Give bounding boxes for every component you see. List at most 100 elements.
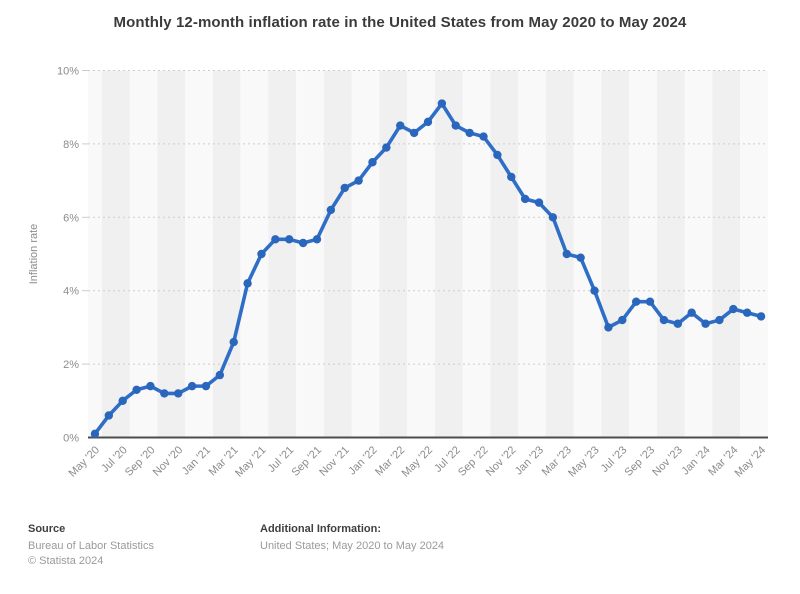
source-name: Bureau of Labor Statistics bbox=[28, 540, 154, 552]
data-point bbox=[673, 319, 682, 328]
chart-title: Monthly 12-month inflation rate in the U… bbox=[113, 14, 687, 31]
data-point bbox=[659, 315, 669, 325]
data-point bbox=[507, 172, 516, 182]
background-band bbox=[323, 70, 352, 438]
data-point bbox=[604, 323, 613, 332]
data-point bbox=[701, 319, 710, 328]
data-point bbox=[715, 315, 724, 325]
data-point bbox=[742, 308, 752, 317]
data-point bbox=[437, 99, 447, 108]
data-point bbox=[423, 117, 433, 127]
x-tick-label: May '22 bbox=[400, 444, 435, 479]
source-block: Source Bureau of Labor Statistics © Stat… bbox=[28, 522, 154, 569]
data-point bbox=[756, 312, 766, 321]
data-point bbox=[645, 297, 655, 306]
x-tick-label: Sep '22 bbox=[456, 444, 491, 479]
data-point bbox=[118, 396, 127, 405]
data-point bbox=[229, 337, 238, 347]
x-tick-label: Sep '21 bbox=[289, 444, 324, 479]
background-band bbox=[573, 70, 602, 438]
data-point bbox=[562, 249, 571, 259]
y-axis-title: Inflation rate bbox=[28, 224, 40, 285]
background-band bbox=[684, 70, 713, 438]
y-tick-label: 2% bbox=[63, 359, 79, 371]
background-band bbox=[351, 70, 380, 438]
data-point bbox=[548, 213, 558, 222]
y-tick-label: 6% bbox=[63, 212, 79, 224]
background-band bbox=[629, 70, 657, 438]
background-band bbox=[185, 70, 213, 438]
data-point bbox=[271, 235, 280, 244]
x-tick-label: Nov '23 bbox=[650, 444, 685, 479]
data-point bbox=[687, 308, 696, 317]
background-band bbox=[268, 70, 297, 438]
data-point bbox=[298, 238, 308, 248]
source-label: Source bbox=[28, 523, 66, 535]
data-point bbox=[340, 183, 349, 193]
x-tick-label: Nov '21 bbox=[317, 444, 352, 479]
additional-info-block: Additional Information: United States; M… bbox=[260, 522, 444, 554]
background-band bbox=[434, 70, 463, 438]
data-point bbox=[465, 128, 474, 138]
data-point bbox=[451, 121, 460, 130]
data-point bbox=[201, 381, 211, 391]
background-band bbox=[490, 70, 519, 438]
copyright-text: © Statista 2024 bbox=[28, 555, 104, 567]
additional-info-text: United States; May 2020 to May 2024 bbox=[260, 540, 445, 552]
background-band bbox=[656, 70, 685, 438]
data-point bbox=[104, 411, 114, 420]
x-tick-label: Sep '20 bbox=[123, 444, 158, 479]
additional-info-label: Additional Information: bbox=[260, 523, 381, 535]
data-point bbox=[382, 143, 391, 152]
x-tick-label: Sep '23 bbox=[623, 444, 658, 479]
data-point bbox=[285, 235, 294, 244]
data-point bbox=[354, 176, 363, 185]
data-point bbox=[215, 370, 225, 380]
x-tick-label: May '24 bbox=[733, 444, 768, 479]
x-tick-label: May '20 bbox=[67, 444, 102, 479]
x-tick-label: Nov '22 bbox=[484, 444, 519, 479]
data-point bbox=[326, 205, 336, 215]
background-band bbox=[712, 70, 741, 438]
data-point bbox=[631, 297, 641, 306]
x-tick-label: Nov '20 bbox=[151, 444, 186, 479]
background-band bbox=[88, 70, 102, 438]
data-point bbox=[534, 198, 544, 207]
y-tick-label: 0% bbox=[63, 433, 79, 445]
y-tick-label: 8% bbox=[63, 139, 79, 151]
background-band bbox=[740, 70, 768, 438]
background-band bbox=[157, 70, 186, 438]
data-point bbox=[146, 381, 155, 391]
data-point bbox=[90, 429, 100, 439]
background-band bbox=[129, 70, 158, 438]
data-point bbox=[312, 235, 322, 244]
data-point bbox=[257, 249, 266, 259]
data-point bbox=[368, 158, 377, 167]
background-band bbox=[296, 70, 324, 438]
y-tick-label: 4% bbox=[63, 286, 79, 298]
data-point bbox=[243, 279, 252, 288]
data-point bbox=[160, 389, 169, 398]
background-band bbox=[462, 70, 491, 438]
data-point bbox=[174, 389, 183, 398]
background-band bbox=[101, 70, 130, 438]
data-point bbox=[493, 150, 502, 160]
data-point bbox=[396, 121, 405, 130]
data-point bbox=[520, 194, 530, 204]
data-point bbox=[409, 128, 419, 138]
background-band bbox=[518, 70, 546, 438]
data-point bbox=[729, 304, 738, 314]
data-point bbox=[132, 385, 141, 394]
y-tick-label: 10% bbox=[57, 66, 79, 78]
background-band bbox=[379, 70, 408, 438]
background-band bbox=[601, 70, 630, 438]
background-band bbox=[212, 70, 241, 438]
data-point bbox=[576, 253, 585, 262]
data-point bbox=[590, 286, 599, 295]
x-tick-label: May '23 bbox=[566, 444, 601, 479]
x-tick-label: May '21 bbox=[233, 444, 268, 479]
data-point bbox=[187, 381, 197, 391]
data-point bbox=[618, 315, 627, 325]
